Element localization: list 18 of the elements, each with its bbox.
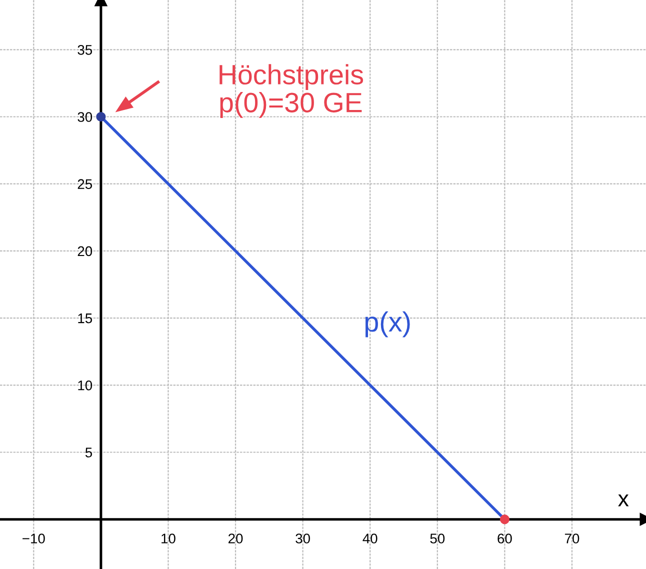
y-tick-label: 5 bbox=[85, 448, 92, 458]
y-tick-label: 25 bbox=[78, 179, 92, 190]
x-tick-label: 70 bbox=[564, 534, 580, 544]
y-tick-label: 20 bbox=[78, 246, 92, 256]
y-tick-label: 15 bbox=[78, 314, 92, 324]
y-tick-label: 30 bbox=[78, 112, 92, 122]
x-tick-label: 30 bbox=[296, 534, 310, 544]
x-tick-label: 10 bbox=[162, 534, 176, 544]
y-tick-label: 10 bbox=[78, 380, 92, 390]
x-tick-label: 50 bbox=[430, 534, 445, 544]
annotation: Höchstpreis p(0)=30 GE bbox=[220, 64, 364, 118]
annotation: p(x) bbox=[365, 311, 410, 338]
x-tick-label: 20 bbox=[228, 534, 243, 544]
x-axis-title: x bbox=[618, 494, 629, 506]
x-tick-label: 60 bbox=[498, 534, 512, 544]
y-tick-label: 35 bbox=[78, 44, 92, 55]
x-tick-label: −10 bbox=[22, 534, 45, 544]
x-tick-label: 40 bbox=[362, 534, 378, 544]
